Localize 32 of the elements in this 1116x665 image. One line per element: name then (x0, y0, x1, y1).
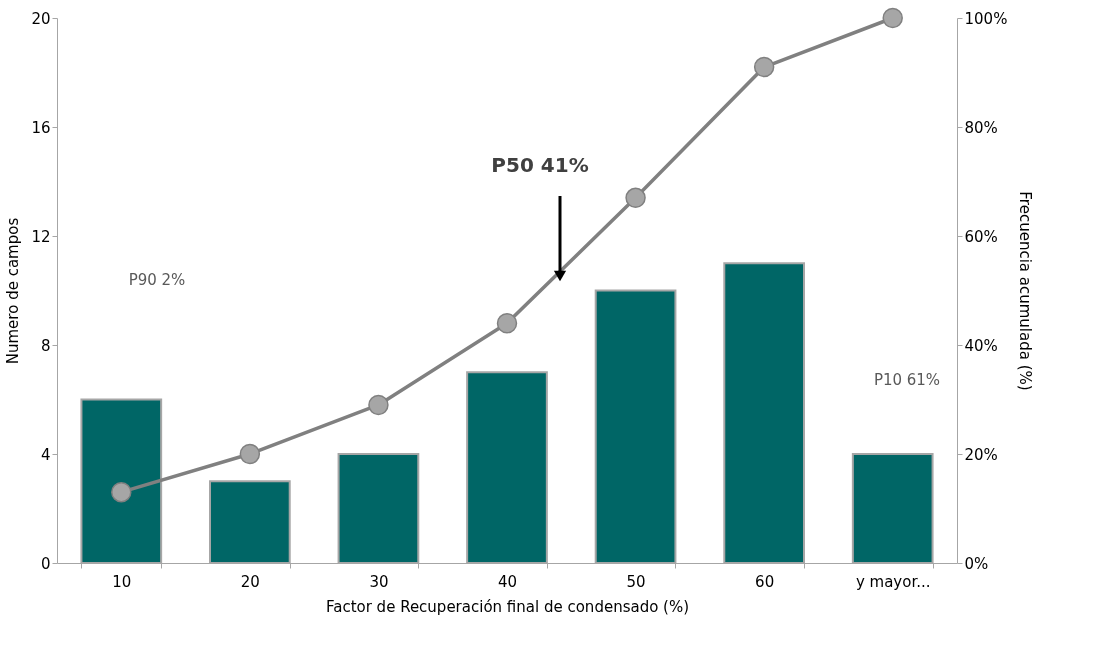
y2-tick-label: 40% (964, 336, 998, 355)
x-tick-label: 60 (755, 572, 775, 591)
y-tick-label: 12 (31, 227, 51, 246)
x-tick-label: 40 (497, 572, 518, 591)
y-axis-title: Numero de campos (4, 217, 23, 365)
point (239, 443, 261, 465)
y2-tick-label: 60% (964, 227, 998, 246)
x-tick-label: 50 (626, 572, 646, 591)
y2-tick-label: 0% (964, 554, 989, 573)
y-tick-label: 8 (40, 336, 51, 355)
annotation: P90 2% (128, 271, 186, 289)
point (882, 7, 903, 29)
x-tick-label: y mayor... (855, 572, 931, 591)
y2-tick-label: 100% (964, 9, 1008, 28)
point (368, 394, 389, 416)
y2-tick-label: 80% (964, 118, 998, 137)
y-tick-label: 16 (31, 118, 51, 137)
point (753, 56, 775, 78)
point (496, 312, 518, 334)
annotation: P10 61% (873, 371, 941, 389)
x-tick-label: 30 (369, 572, 389, 591)
y2-axis-title: Frecuencia acumulada (%) (1016, 191, 1035, 391)
point (111, 481, 132, 503)
annotation: P50 41% (491, 153, 589, 177)
y-tick-label: 20 (31, 9, 51, 28)
y-tick-label: 0 (40, 554, 51, 573)
y2-tick-label: 20% (964, 445, 998, 464)
x-tick-label: 10 (112, 572, 132, 591)
x-tick-label: 20 (240, 572, 260, 591)
y-tick-label: 4 (40, 445, 51, 464)
point (625, 187, 646, 209)
x-axis-title: Factor de Recuperación final de condensado (%) (325, 597, 690, 616)
